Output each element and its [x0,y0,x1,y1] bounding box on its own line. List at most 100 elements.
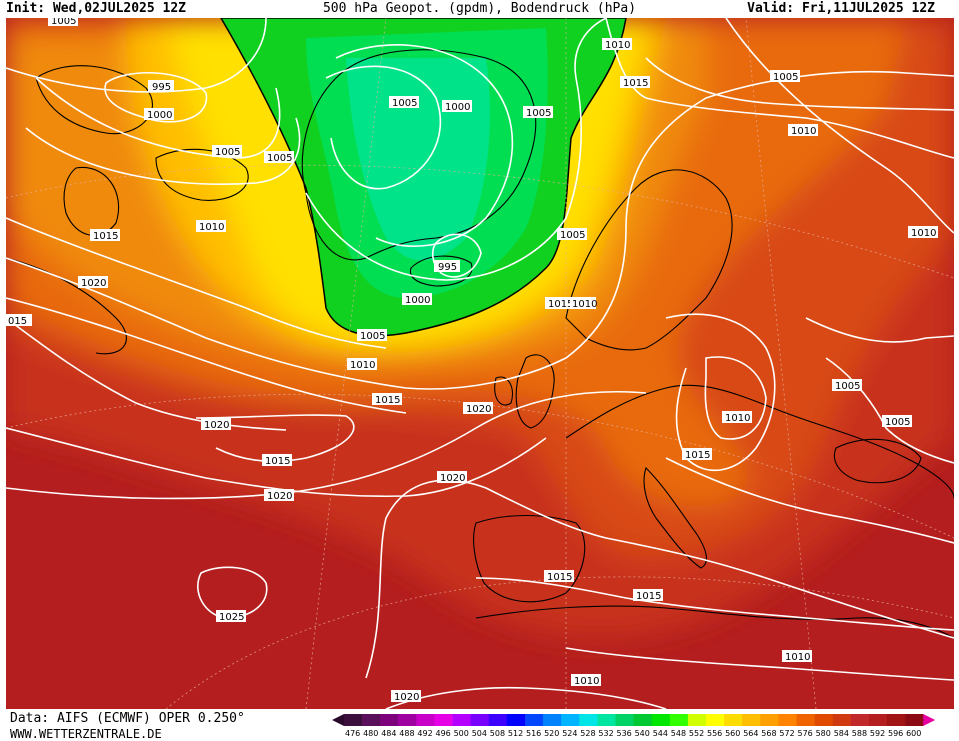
weather-map: 1005 995 1000 1005 1005 1005 1000 1005 1… [6,18,954,709]
svg-text:1015: 1015 [547,572,572,583]
isobar-label: 1015 [545,297,575,310]
isobar-label: 1010 [782,650,812,663]
svg-text:1015: 1015 [623,78,648,89]
isobar-label: 1015 [90,229,120,242]
legend-swatch [452,714,471,726]
svg-text:1020: 1020 [466,404,491,415]
legend-value-label: 572 [779,729,794,738]
legend-swatch [615,714,634,726]
legend-value-label: 492 [417,729,432,738]
svg-text:1015: 1015 [93,231,118,242]
legend-swatch [434,714,453,726]
legend-swatch [868,714,888,726]
isobar-label: 1005 [212,145,242,158]
svg-text:1005: 1005 [885,417,910,428]
isobar-label: 1000 [442,100,472,113]
legend-swatch [651,714,671,726]
isobar-label: 1010 [196,220,226,233]
legend-value-label: 580 [816,729,831,738]
svg-text:1010: 1010 [574,676,599,687]
isobar-label: 1015 [544,570,574,583]
legend-swatch [887,714,906,726]
isobar-label: 1020 [264,489,294,502]
isobar-label: 995 [434,260,460,273]
isobar-label: 1010 [722,411,752,424]
svg-text:1020: 1020 [394,692,419,703]
isobar-label: 1010 [347,358,377,371]
legend-value-label: 476 [345,729,360,738]
legend-swatch [543,714,562,726]
svg-text:1010: 1010 [791,126,816,137]
legend-value-label: 532 [598,729,613,738]
legend-value-label: 528 [580,729,595,738]
legend-value-label: 504 [472,729,487,738]
legend-value-label: 480 [363,729,378,738]
isobar-label: 1015 [682,448,712,461]
svg-text:1020: 1020 [204,420,229,431]
legend-swatch [344,714,363,726]
data-source: Data: AIFS (ECMWF) OPER 0.250° [10,711,245,726]
isobar-label: 1005 [264,151,294,164]
isobar-label: 1010 [570,297,597,310]
isobar-label: 995 [148,80,174,93]
map-title: 500 hPa Geopot. (gpdm), Bodendruck (hPa) [322,1,637,16]
legend-value-label: 588 [852,729,867,738]
svg-text:1015: 1015 [636,591,661,602]
legend-value-label: 556 [707,729,722,738]
svg-text:1020: 1020 [81,278,106,289]
legend-swatch [488,714,508,726]
svg-text:1020: 1020 [267,491,292,502]
svg-text:1005: 1005 [215,147,240,158]
svg-text:1015: 1015 [375,395,400,406]
isobar-label: 1005 [557,228,587,241]
isobar-label: 1020 [463,402,493,415]
legend-value-label: 548 [671,729,686,738]
legend-swatch [416,714,435,726]
svg-text:1000: 1000 [445,102,470,113]
valid-time: Valid: Fri,11JUL2025 12Z [747,1,935,16]
svg-text:1010: 1010 [350,360,375,371]
isobar-label: 1020 [201,418,231,431]
legend-swatch [579,714,598,726]
legend-swatch [724,714,743,726]
legend-value-label: 540 [635,729,650,738]
map-header: Init: Wed,02JUL2025 12Z 500 hPa Geopot. … [0,0,959,18]
legend-value-label: 512 [508,729,523,738]
isobar-label: 1005 [770,70,800,83]
legend-swatch [687,714,707,726]
isobar-label: 1010 [908,226,938,239]
legend-value-label: 508 [490,729,505,738]
isobar-label: 1025 [216,610,246,623]
legend-value-label: 592 [870,729,885,738]
legend-swatch [706,714,725,726]
legend-swatch [760,714,779,726]
svg-text:1020: 1020 [440,473,465,484]
svg-text:1015: 1015 [548,299,573,310]
isobar-label: 1010 [788,124,818,137]
isobar-label: 1015 [372,393,402,406]
legend-value-label: 568 [761,729,776,738]
legend-swatch [506,714,526,726]
legend-value-label: 584 [834,729,849,738]
svg-text:1005: 1005 [835,381,860,392]
svg-text:1025: 1025 [219,612,244,623]
legend-swatch [398,714,417,726]
legend-value-label: 488 [399,729,414,738]
svg-text:1010: 1010 [199,222,224,233]
svg-text:995: 995 [152,82,171,93]
isobar-label: 1000 [144,108,174,121]
svg-text:1010: 1010 [605,40,630,51]
map-footer: Data: AIFS (ECMWF) OPER 0.250° WWW.WETTE… [0,709,959,741]
legend-value-label: 552 [689,729,704,738]
svg-text:1005: 1005 [51,18,76,27]
svg-text:1005: 1005 [526,108,551,119]
legend-value-label: 544 [653,729,668,738]
isobar-label: 1020 [78,276,108,289]
legend-swatch [814,714,833,726]
legend-swatch [380,714,399,726]
legend-value-label: 500 [454,729,469,738]
legend-swatch [742,714,761,726]
legend-value-label: 600 [906,729,921,738]
legend-swatch [561,714,580,726]
legend-swatch [362,714,381,726]
